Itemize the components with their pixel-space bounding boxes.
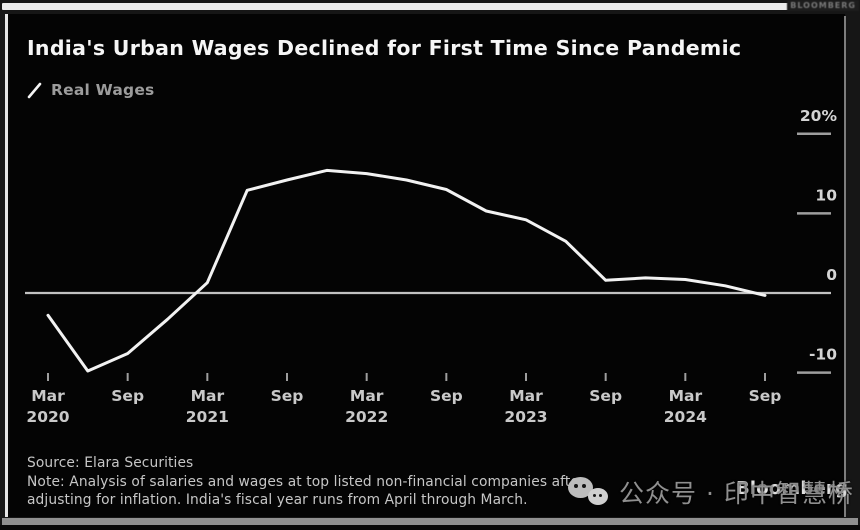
x-axis-label-month: Mar bbox=[350, 387, 384, 405]
real-wages-line bbox=[46, 168, 767, 373]
x-axis-label-month: Mar bbox=[669, 387, 703, 405]
corner-watermark: BLOOMBERG bbox=[787, 0, 859, 11]
x-axis-label-month: Mar bbox=[191, 387, 225, 405]
x-axis-label-year: 2024 bbox=[664, 408, 707, 426]
x-axis-label-month: Sep bbox=[430, 387, 463, 405]
y-axis-label: 0 bbox=[826, 266, 837, 284]
social-watermark: 公众号 · 印中智慧桥 bbox=[566, 474, 854, 510]
legend: Real Wages bbox=[27, 81, 154, 99]
line-series-icon bbox=[27, 82, 42, 98]
wechat-bubble-large bbox=[568, 477, 593, 498]
chart-panel bbox=[8, 14, 845, 517]
bottom-divider-bar bbox=[2, 518, 858, 525]
wechat-icon bbox=[566, 475, 612, 509]
wechat-bubble-small bbox=[588, 488, 608, 505]
source-text: Source: Elara Securities bbox=[27, 455, 194, 471]
watermark-text: 公众号 · 印中智慧桥 bbox=[619, 479, 854, 508]
x-axis-label-month: Mar bbox=[509, 387, 543, 405]
x-axis-label-year: 2023 bbox=[504, 408, 547, 426]
x-axis-label-month: Sep bbox=[749, 387, 782, 405]
y-axis-label: 20% bbox=[800, 107, 838, 125]
x-axis-label-year: 2022 bbox=[345, 408, 388, 426]
footer-notes: Source: Elara Securities Note: Analysis … bbox=[27, 454, 585, 510]
x-axis-label-year: 2020 bbox=[26, 408, 69, 426]
bloomberg-logo: Bloomberg bbox=[736, 478, 849, 499]
y-axis-label: -10 bbox=[809, 346, 837, 364]
y-axis-label: 10 bbox=[815, 186, 837, 204]
panel-right-border bbox=[844, 16, 846, 517]
x-axis-label-month: Sep bbox=[589, 387, 622, 405]
x-axis-label-year: 2021 bbox=[186, 408, 229, 426]
panel-left-border bbox=[5, 14, 8, 517]
note-line-1: Note: Analysis of salaries and wages at … bbox=[27, 473, 585, 490]
chart-title: India's Urban Wages Declined for First T… bbox=[27, 36, 742, 60]
bottom-margin bbox=[0, 525, 860, 530]
x-axis-label-month: Sep bbox=[111, 387, 144, 405]
video-progress-bar bbox=[2, 3, 796, 10]
x-axis-label-month: Sep bbox=[271, 387, 304, 405]
note-line-2: adjusting for inflation. India's fiscal … bbox=[27, 492, 528, 509]
x-axis-label-month: Mar bbox=[31, 387, 65, 405]
legend-label: Real Wages bbox=[51, 81, 155, 99]
